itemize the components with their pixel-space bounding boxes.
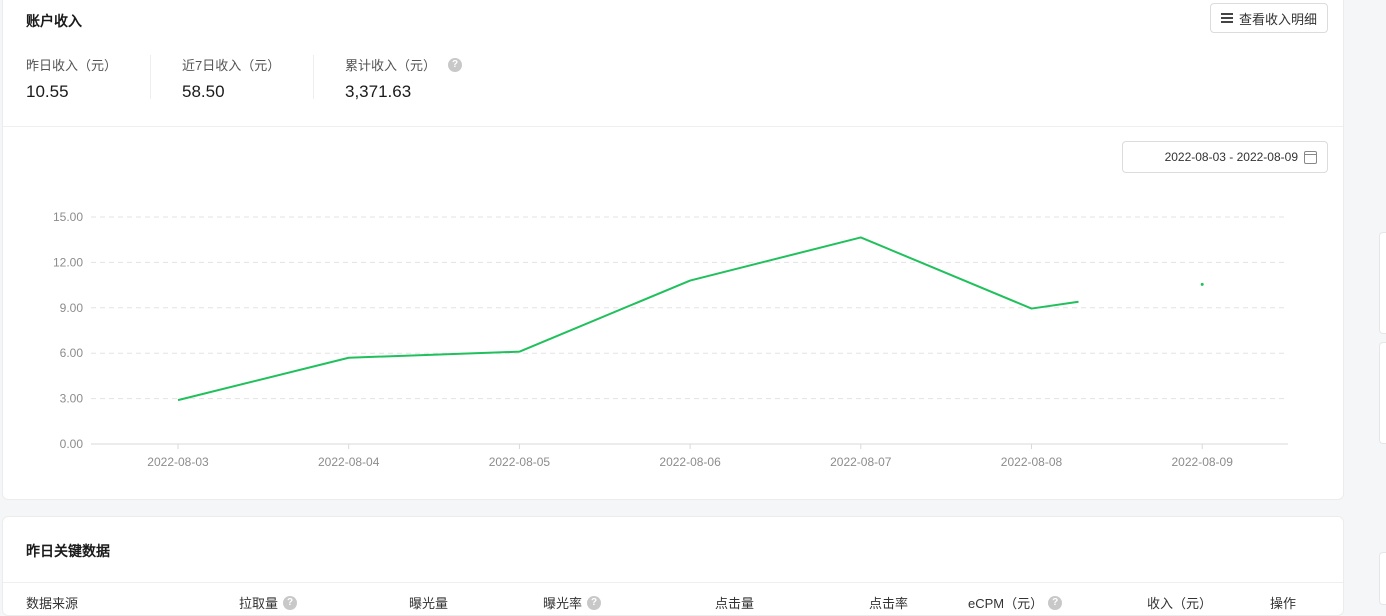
stat-yesterday-value: 10.55 [26,82,69,101]
view-income-detail-button[interactable]: 查看收入明细 [1209,3,1328,33]
x-tick-label: 2022-08-08 [1001,455,1063,469]
help-icon[interactable]: ? [448,57,463,72]
stat-divider [150,55,151,99]
date-range-picker[interactable]: 2022-08-03 - 2022-08-09 [1122,141,1328,173]
stat-total-value: 3,371.63 [345,82,412,101]
stat-total-label: 累计收入（元） [345,58,437,73]
menu-icon [1220,13,1233,23]
divider [3,126,1343,127]
stat-total: 累计收入（元） ? 3,371.63 [345,55,463,102]
stat-7day: 近7日收入（元） 58.50 [182,55,280,102]
stat-7day-label: 近7日收入（元） [182,58,281,73]
key-data-title: 昨日关键数据 [26,543,110,559]
stat-yesterday: 昨日收入（元） 10.55 [26,55,117,102]
income-card: 账户收入 查看收入明细 昨日收入（元） 10.55 近7日收入（元） 58.50… [2,0,1344,500]
income-line-chart: 0.00 3.00 6.00 9.00 12.00 15.00 2022-08-03 2022… [53,210,1288,469]
key-data-card: 昨日关键数据 数据来源 拉取量? 曝光量 曝光率? 点击量 点击率 eCPM（元… [2,516,1344,616]
y-tick-label: 0.00 [60,437,84,451]
side-tab[interactable] [1379,342,1386,444]
y-tick-label: 3.00 [60,392,84,406]
y-tick-label: 12.00 [53,255,83,269]
series-line [177,236,1079,402]
x-tick-label: 2022-08-05 [489,455,551,469]
side-tab[interactable] [1379,552,1386,605]
data-point [1200,282,1204,286]
x-tick-label: 2022-08-09 [1172,455,1234,469]
y-tick-label: 9.00 [60,301,84,315]
y-tick-label: 15.00 [53,210,83,224]
y-tick-label: 6.00 [60,346,84,360]
side-tab[interactable] [1379,232,1386,334]
x-tick-label: 2022-08-06 [659,455,721,469]
x-tick-label: 2022-08-07 [830,455,892,469]
divider [3,582,1343,583]
date-range-value: 2022-08-03 - 2022-08-09 [1164,150,1298,164]
stat-divider [313,55,314,99]
x-tick-label: 2022-08-04 [318,455,380,469]
income-title: 账户收入 [26,13,82,29]
calendar-icon [1304,150,1317,164]
stat-7day-value: 58.50 [182,82,225,101]
x-tick-label: 2022-08-03 [147,455,209,469]
stat-yesterday-label: 昨日收入（元） [26,58,118,73]
view-income-detail-label: 查看收入明细 [1238,11,1317,27]
